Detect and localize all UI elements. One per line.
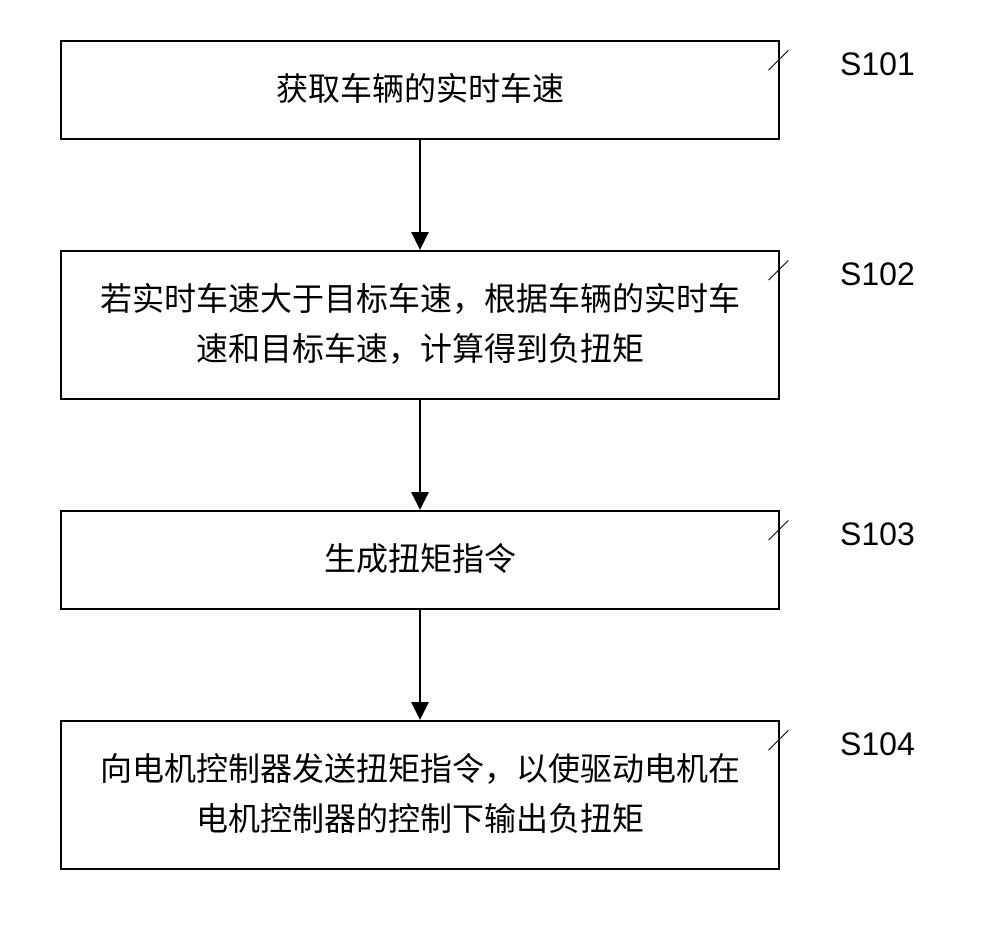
arrow-icon [405,400,435,510]
flowchart-node: 生成扭矩指令 [60,510,940,610]
node-label-s104: S104 [840,726,915,763]
node-box-s101: 获取车辆的实时车速 [60,40,780,140]
flowchart-node: 向电机控制器发送扭矩指令，以使驱动电机在电机控制器的控制下输出负扭矩 [60,720,940,870]
node-text: 若实时车速大于目标车速，根据车辆的实时车速和目标车速，计算得到负扭矩 [92,275,748,374]
node-box-s104: 向电机控制器发送扭矩指令，以使驱动电机在电机控制器的控制下输出负扭矩 [60,720,780,870]
node-text: 获取车辆的实时车速 [276,65,564,115]
node-box-s103: 生成扭矩指令 [60,510,780,610]
node-label-s103: S103 [840,516,915,553]
flowchart-node: 若实时车速大于目标车速，根据车辆的实时车速和目标车速，计算得到负扭矩 [60,250,940,400]
arrow-icon [405,140,435,250]
node-label-s101: S101 [840,46,915,83]
node-text: 生成扭矩指令 [324,535,516,585]
node-box-s102: 若实时车速大于目标车速，根据车辆的实时车速和目标车速，计算得到负扭矩 [60,250,780,400]
node-label-s102: S102 [840,256,915,293]
flowchart-node: 获取车辆的实时车速 [60,40,940,140]
node-text: 向电机控制器发送扭矩指令，以使驱动电机在电机控制器的控制下输出负扭矩 [92,745,748,844]
arrow-icon [405,610,435,720]
